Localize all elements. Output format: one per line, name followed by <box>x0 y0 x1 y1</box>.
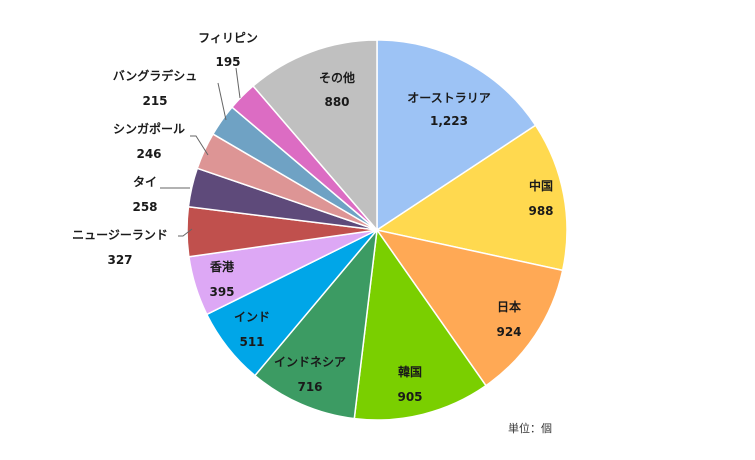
leader-line <box>235 67 241 99</box>
slice-value-label: 924 <box>496 325 521 339</box>
slice-category-label: 日本 <box>497 299 521 314</box>
leader-line <box>178 228 193 237</box>
leader-line <box>217 82 227 121</box>
slice-value-label: 1,223 <box>430 114 468 128</box>
slice-category-label: インドネシア <box>274 355 346 369</box>
slice-category-label: オーストラリア <box>407 91 490 105</box>
slice-category-label: インド <box>234 310 270 324</box>
slice-category-label: シンガポール <box>113 121 185 136</box>
slice-value-label: 246 <box>136 147 161 161</box>
pie-slice <box>353 227 488 421</box>
pie-slice <box>252 39 378 233</box>
leader-line <box>190 135 209 156</box>
slice-value-label: 988 <box>528 204 553 218</box>
slice-category-label: タイ <box>133 175 157 189</box>
slice-value-label: 215 <box>142 94 167 108</box>
slice-value-label: 395 <box>209 285 234 299</box>
unit-note: 単位：個 <box>508 422 552 435</box>
pie-slice <box>253 227 379 420</box>
slice-value-label: 258 <box>132 200 157 214</box>
pie-slice <box>375 228 564 387</box>
slice-value-label: 195 <box>215 55 240 69</box>
pie-slice <box>375 124 568 272</box>
slice-category-label: 韓国 <box>398 364 422 379</box>
slice-category-label: バングラデシュ <box>113 68 198 83</box>
slice-category-label: フィリピン <box>198 31 258 45</box>
slice-value-label: 716 <box>297 380 322 394</box>
slice-category-label: ニュージーランド <box>72 228 168 242</box>
slice-value-label: 511 <box>239 335 264 349</box>
slice-category-label: その他 <box>319 70 355 85</box>
slice-value-label: 327 <box>107 253 132 267</box>
slice-value-label: 880 <box>324 95 349 109</box>
slice-category-label: 香港 <box>209 259 235 274</box>
slice-value-label: 905 <box>397 390 422 404</box>
slice-category-label: 中国 <box>529 178 553 193</box>
pie-slice <box>376 39 537 232</box>
